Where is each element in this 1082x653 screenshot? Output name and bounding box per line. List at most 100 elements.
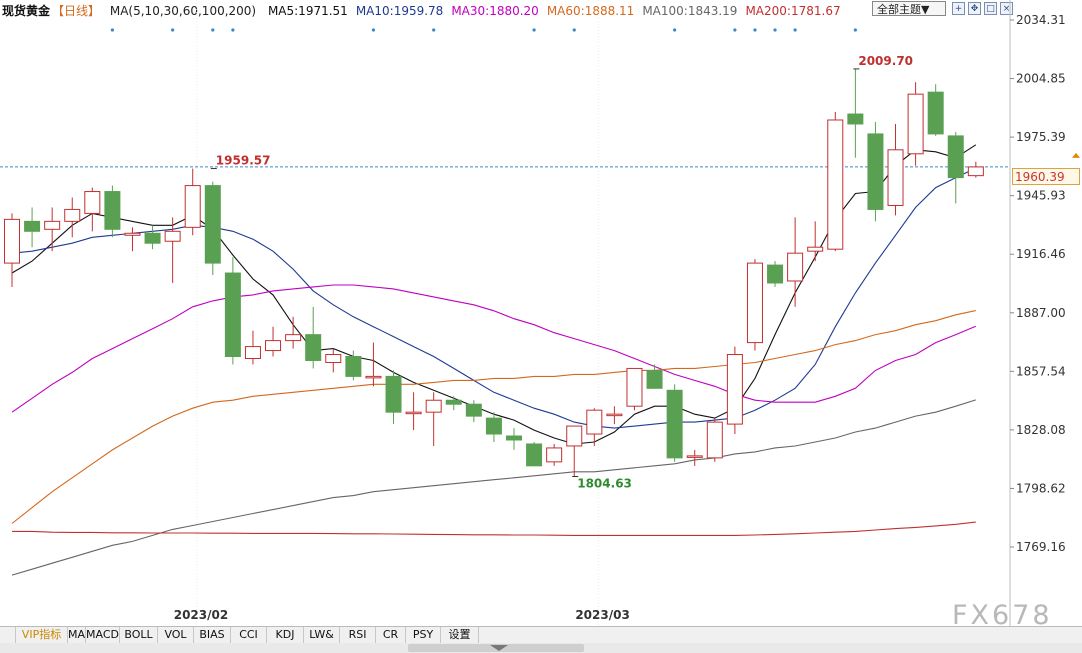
candle-body bbox=[4, 218, 20, 264]
y-tick-label: 2034.31 bbox=[1016, 13, 1066, 27]
ma-values: MA5:1971.51 MA10:1959.78 MA30:1880.20 MA60:… bbox=[268, 4, 849, 18]
ma-line-ma60 bbox=[11, 310, 976, 524]
event-marker bbox=[773, 28, 777, 32]
event-marker bbox=[853, 28, 857, 32]
event-marker bbox=[231, 28, 235, 32]
candle-body bbox=[24, 220, 41, 232]
tab-item[interactable]: BOLL bbox=[120, 627, 158, 643]
candle-body bbox=[144, 232, 161, 244]
candle-body bbox=[84, 191, 101, 214]
candle-body bbox=[626, 367, 643, 407]
period-label: 【日线】 bbox=[52, 4, 101, 18]
ma-legend: 现货黄金 【日线】 MA(5,10,30,60,100,200) MA5:1971… bbox=[2, 2, 857, 19]
tab-item[interactable]: CR bbox=[376, 627, 406, 643]
chart-header: 现货黄金 【日线】 MA(5,10,30,60,100,200) MA5:1971… bbox=[0, 0, 1013, 20]
event-marker bbox=[432, 28, 436, 32]
event-marker bbox=[572, 28, 576, 32]
y-tick-label: 1857.54 bbox=[1016, 364, 1066, 378]
y-tick-label: 1916.46 bbox=[1016, 247, 1066, 261]
move-icon[interactable]: ✥ bbox=[968, 2, 981, 15]
candle-body bbox=[947, 135, 964, 179]
x-tick-label: 2023/02 bbox=[174, 608, 228, 622]
candle-body bbox=[646, 369, 663, 389]
theme-selector[interactable]: 全部主题▼ bbox=[872, 1, 946, 16]
event-marker bbox=[733, 28, 737, 32]
candlestick-chart[interactable]: 2034.31 2004.85 1975.39 1945.93 1916.46 1887.… bbox=[0, 0, 1082, 626]
candle-body bbox=[827, 119, 844, 250]
candle-body bbox=[405, 411, 422, 415]
tab-item[interactable]: VIP指标 bbox=[16, 627, 68, 643]
candle-body bbox=[907, 93, 924, 155]
candle-body bbox=[787, 252, 804, 282]
y-tick-label: 1828.08 bbox=[1016, 423, 1066, 437]
horizontal-scrollbar[interactable] bbox=[0, 643, 1082, 653]
candle-body bbox=[726, 354, 743, 425]
tab-item[interactable]: 设置 bbox=[441, 627, 479, 643]
ma-legend-item: MA30:1880.20 bbox=[451, 4, 539, 18]
candle-body bbox=[365, 375, 382, 379]
candle-body bbox=[526, 443, 543, 467]
candle-body bbox=[265, 340, 282, 352]
tab-item[interactable]: RSI bbox=[340, 627, 376, 643]
expand-icon[interactable]: + bbox=[952, 2, 965, 15]
indicator-tabs: VIP指标 MA MACD BOLL VOL BIAS CCI KDJ LW& RSI CR PSY 设… bbox=[0, 626, 1082, 644]
event-marker bbox=[371, 28, 376, 32]
tab-item[interactable]: MA bbox=[68, 627, 86, 643]
y-tick-label: 2004.85 bbox=[1016, 72, 1066, 86]
candle-body bbox=[305, 334, 322, 361]
price-annotation: 1804.63 bbox=[577, 477, 632, 491]
candle-body bbox=[867, 133, 884, 210]
tab-item[interactable]: CCI bbox=[231, 627, 267, 643]
price-arrow-icon bbox=[1072, 152, 1080, 158]
restore-icon[interactable]: □ bbox=[984, 2, 997, 15]
indicator-label[interactable]: MA(5,10,30,60,100,200) bbox=[109, 4, 257, 18]
y-tick-label: 1945.93 bbox=[1016, 189, 1066, 203]
scroll-arrow-icon[interactable] bbox=[490, 645, 508, 651]
ma-legend-item: MA100:1843.19 bbox=[642, 4, 738, 18]
tab-item[interactable]: BIAS bbox=[194, 627, 231, 643]
candle-body bbox=[967, 166, 984, 177]
candle-body bbox=[485, 417, 502, 435]
candle-body bbox=[345, 356, 362, 377]
candle-body bbox=[887, 149, 904, 206]
ma-legend-item: MA5:1971.51 bbox=[267, 4, 348, 18]
candle-body bbox=[606, 413, 623, 417]
candle-body bbox=[686, 455, 703, 458]
price-annotation: 1959.57 bbox=[216, 154, 271, 168]
candle-body bbox=[807, 246, 824, 252]
tab-item[interactable]: PSY bbox=[406, 627, 441, 643]
candle-body bbox=[706, 421, 723, 459]
ma-legend-item: MA200:1781.67 bbox=[745, 4, 841, 18]
candle-body bbox=[445, 399, 462, 405]
candle-body bbox=[666, 389, 683, 459]
event-marker bbox=[793, 28, 797, 32]
ma-line-ma30 bbox=[11, 284, 977, 413]
candle-body bbox=[927, 91, 944, 135]
event-marker bbox=[532, 28, 536, 32]
ma-line-ma200 bbox=[12, 521, 976, 536]
candle-body bbox=[465, 403, 482, 417]
tab-item[interactable]: VOL bbox=[158, 627, 194, 643]
symbol-name: 现货黄金 bbox=[2, 4, 51, 18]
tab-item[interactable]: MACD bbox=[86, 627, 120, 643]
y-tick-label: 1887.00 bbox=[1016, 306, 1066, 320]
candle-body bbox=[224, 272, 241, 358]
candle-body bbox=[586, 409, 603, 435]
ma-legend-item: MA10:1959.78 bbox=[355, 4, 444, 18]
y-tick-label: 1769.16 bbox=[1016, 540, 1066, 554]
candle-body bbox=[506, 435, 522, 441]
ma-line-ma100 bbox=[11, 399, 976, 576]
candle-body bbox=[325, 354, 342, 363]
event-marker bbox=[753, 28, 757, 32]
candle-body bbox=[746, 262, 763, 344]
candle-body bbox=[44, 220, 61, 230]
candle-body bbox=[204, 185, 221, 264]
candle-body bbox=[847, 113, 864, 125]
tab-scroll-left[interactable] bbox=[0, 627, 16, 643]
event-marker bbox=[171, 28, 175, 32]
price-annotation: 2009.70 bbox=[858, 54, 913, 68]
tab-item[interactable]: LW& bbox=[304, 627, 340, 643]
candle-body bbox=[64, 208, 81, 222]
tab-item[interactable]: KDJ bbox=[267, 627, 304, 643]
ma-legend-item: MA60:1888.11 bbox=[546, 4, 635, 18]
